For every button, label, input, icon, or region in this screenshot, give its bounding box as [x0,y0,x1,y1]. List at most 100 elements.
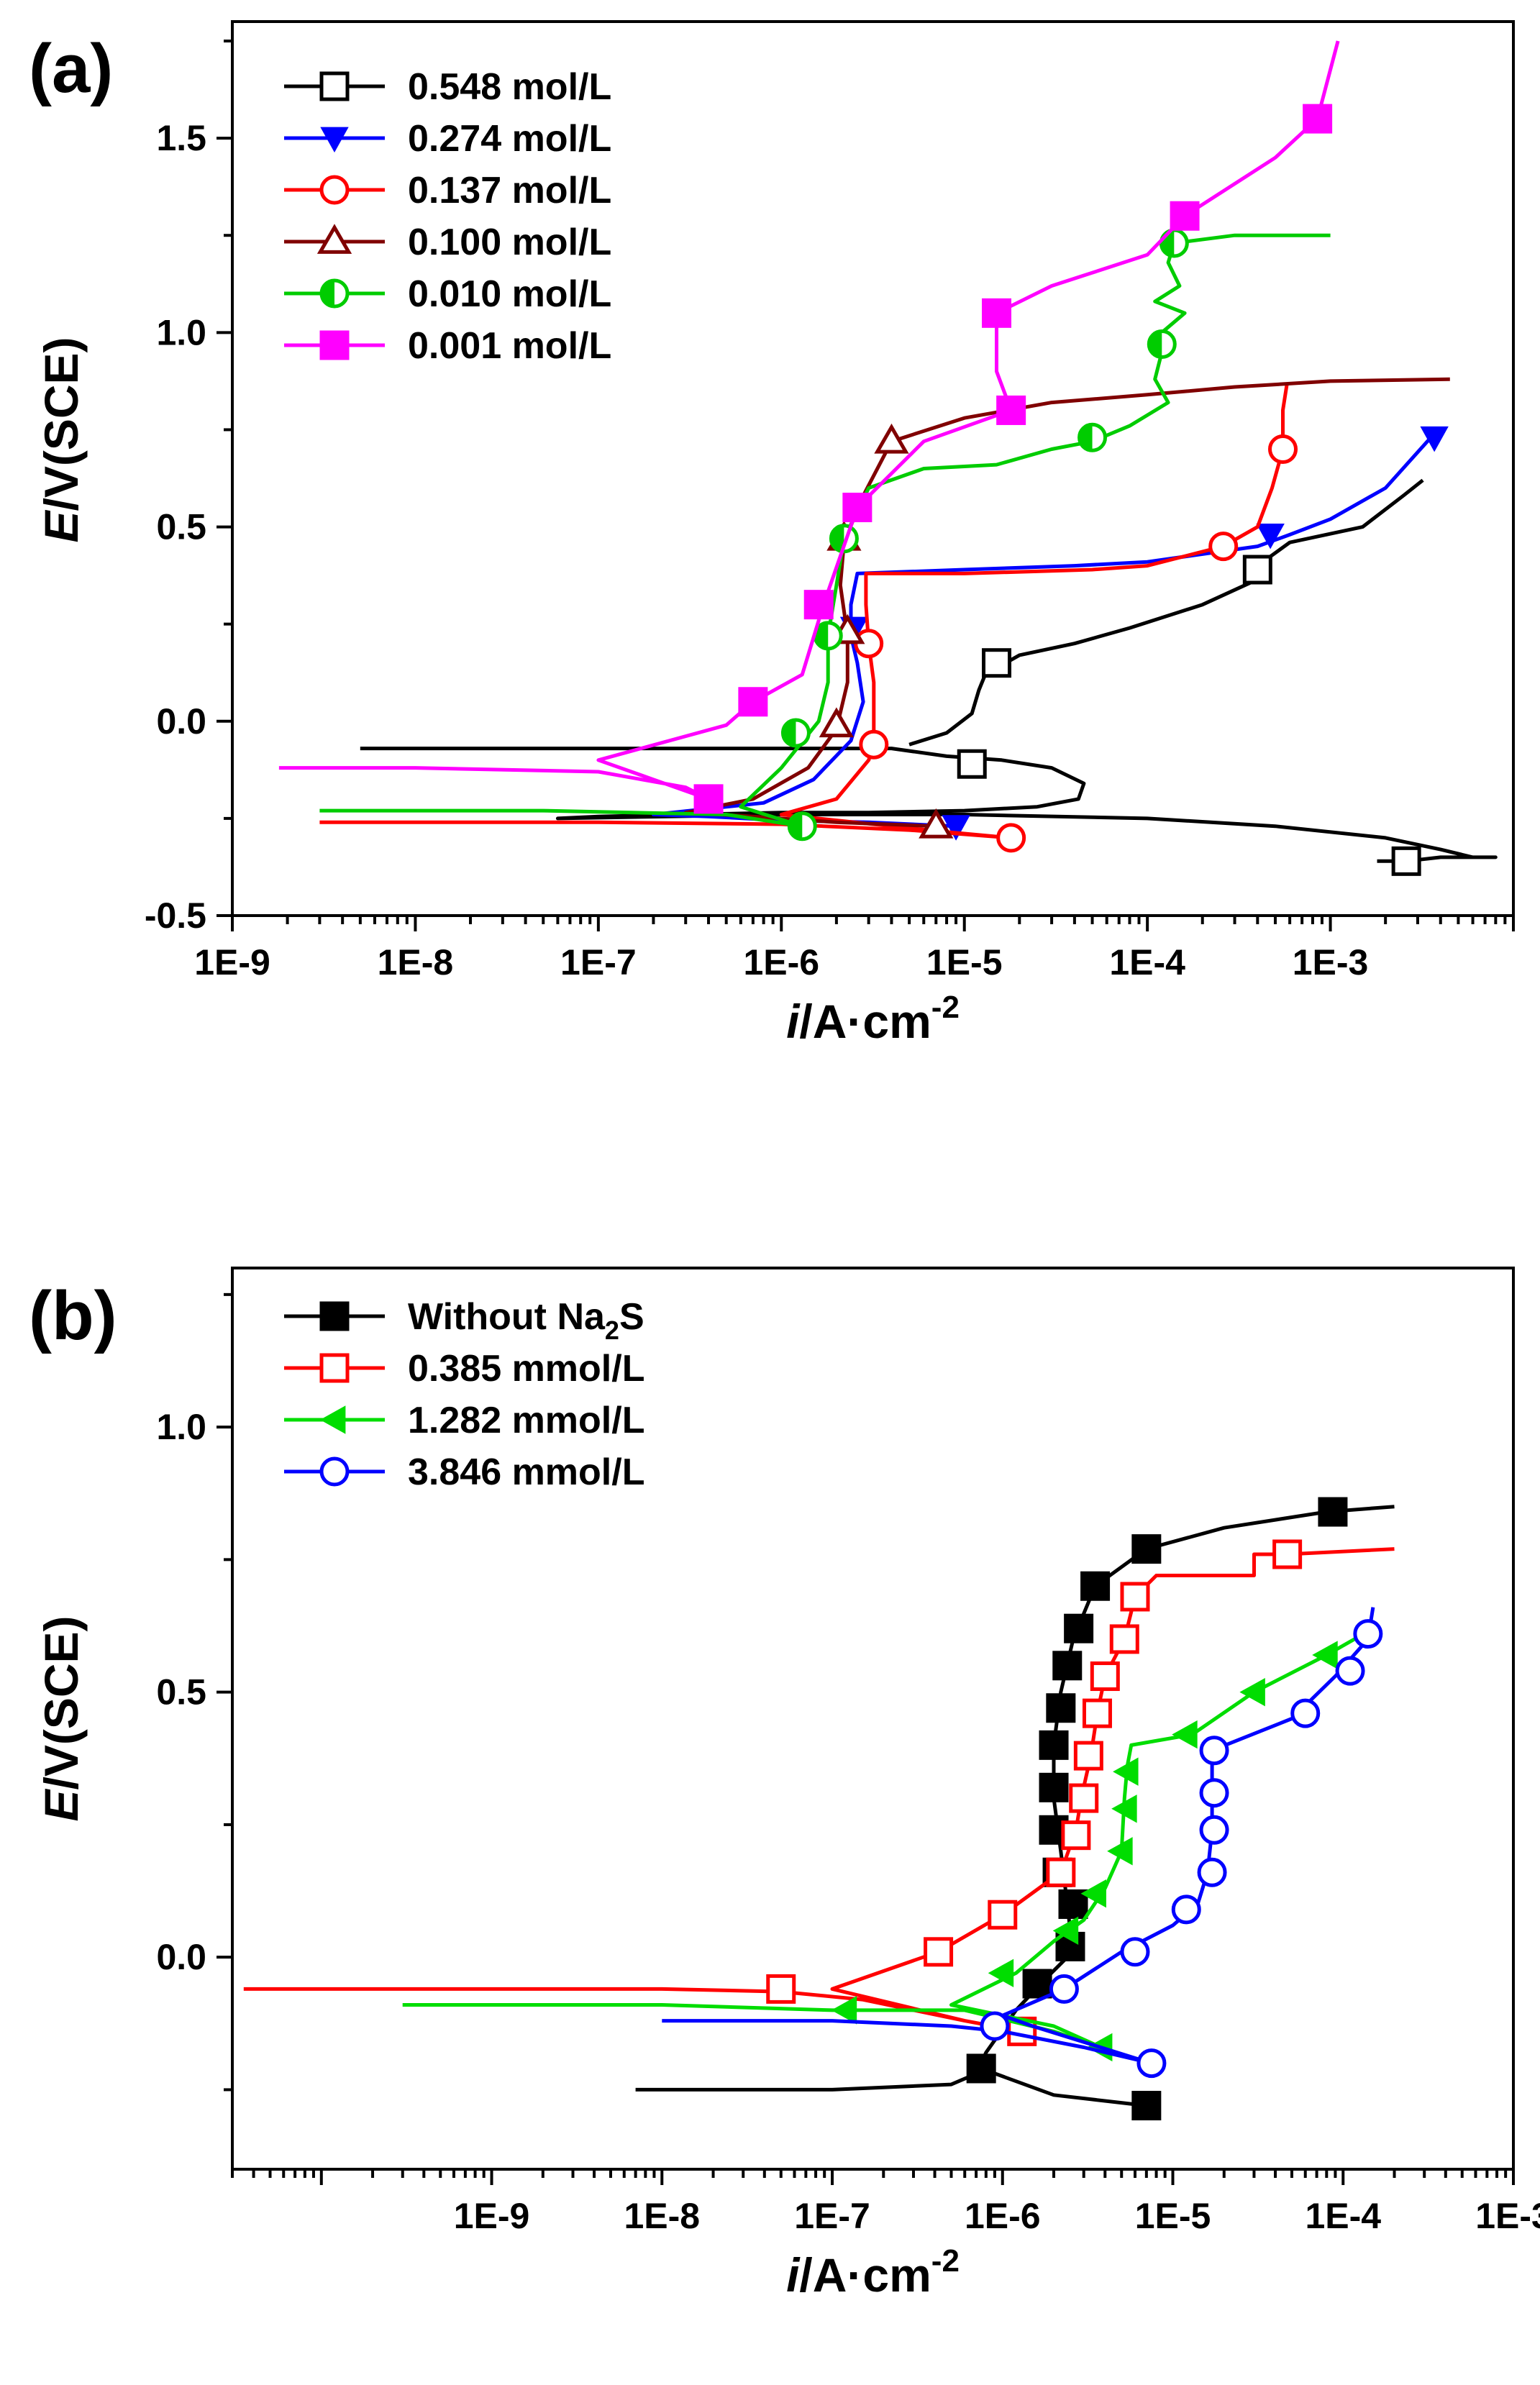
data-point [1353,1619,1383,1649]
data-point [957,749,987,779]
data-point [787,811,817,842]
series-2 [402,1627,1375,2062]
legend-label: 0.548 mol/L [408,66,611,108]
data-point [829,524,859,554]
data-point [1113,1757,1139,1786]
data-point [996,823,1026,853]
y-tick-label: -0.5 [145,895,206,936]
x-axis-title: i/A·cm-2 [786,2243,960,2302]
x-axis-title-text: /A·cm [799,995,931,1048]
x-tick-label: 1E-3 [1293,942,1369,982]
plot-frame [231,1267,1515,2171]
series-line [360,747,1498,863]
data-point [1199,1778,1229,1808]
data-point [1318,1497,1348,1527]
legend-marker [319,1456,350,1487]
data-point-fill [831,525,844,552]
y-tick-label: 1.0 [156,1407,206,1447]
data-point [1290,1698,1321,1728]
data-point [1046,1857,1076,1887]
y-tick-label: 1.5 [156,118,206,158]
series-line [635,1505,1395,2092]
data-point [1303,104,1333,134]
data-point [1120,1937,1150,1967]
data-point [1039,1730,1069,1760]
legend-marker-fill [322,281,334,306]
data-point [1077,422,1108,452]
legend-label: Without Na2S [408,1296,644,1345]
data-point [803,590,834,620]
data-point [980,2011,1010,2041]
x-tick-label: 1E-5 [1135,2196,1211,2236]
data-point [1335,1656,1365,1686]
plot-area [278,40,1498,876]
data-point [982,648,1012,678]
data-point [1064,1613,1094,1643]
legend-marker [319,71,350,101]
data-point [1391,846,1421,876]
x-tick-label: 1E-8 [624,2196,700,2236]
y-tick-label: 0.5 [156,507,206,547]
y-tick-label: 0.0 [156,701,206,742]
data-point [766,1974,796,2004]
x-tick-label: 1E-8 [378,942,454,982]
x-tick-label: 1E-3 [1475,2196,1540,2236]
data-point [693,784,724,814]
legend-label: 0.385 mmol/L [408,1348,644,1390]
data-point [1107,1837,1133,1866]
data-point [842,493,872,523]
plot-frame [231,20,1515,917]
data-point [1268,434,1298,464]
data-point-fill [789,813,803,839]
series-4 [319,228,1331,842]
y-tick-label: 1.0 [156,312,206,352]
panel-a: (a) 1E-9 1E-8 1E-7 1E-6 1E-5 1E-4 1E-3 -0.5 0.0 0.… [29,20,1515,1048]
series-1 [243,1539,1395,2046]
data-point [942,815,970,841]
data-point [1256,523,1285,549]
x-tick-label: 1E-6 [743,942,819,982]
data-point [924,1937,954,1967]
data-point [859,729,889,760]
data-point [813,621,843,651]
data-point [1242,555,1272,585]
plot-area [243,1497,1395,2121]
data-point [988,1900,1018,1930]
data-point-fill [815,622,829,649]
data-point [1120,1582,1150,1612]
legend-label: 0.137 mol/L [408,170,611,211]
x-axis-title-text: /A·cm [799,2248,931,2302]
legend-label-text: 0.274 mol/L [408,118,611,160]
legend-marker [319,278,350,309]
x-axis-title-sup: -2 [931,2243,960,2279]
data-point [874,423,909,454]
x-tick-label: 1E-4 [1109,942,1185,982]
series-0 [360,478,1498,876]
x-axis-title-italic: i [786,995,801,1048]
x-tick-label: 1E-6 [965,2196,1041,2236]
data-point [1039,1772,1069,1802]
data-point [1170,201,1200,231]
legend-label: 0.274 mol/L [408,118,611,160]
data-point [1073,1741,1103,1771]
data-point [780,718,811,748]
data-point-fill [1149,331,1162,357]
data-point [831,1996,857,2025]
legend-label: 0.100 mol/L [408,222,611,263]
x-axis-title: i/A·cm-2 [786,990,960,1048]
legend-label-text: 0.385 mmol/L [408,1348,644,1390]
data-point [982,298,1012,328]
data-point [1239,1677,1265,1707]
data-point [1080,1571,1111,1601]
data-point [1052,1916,1079,1946]
y-axis-title-italic: E [35,1789,88,1822]
data-point [1049,1974,1079,2004]
legend-label-text: 0.001 mol/L [408,325,611,367]
x-tick-label: 1E-7 [794,2196,870,2236]
data-point [1171,1894,1201,1925]
legend-label-text: 1.282 mmol/L [408,1400,644,1441]
y-axis-title: E/V(SCE) [35,337,88,542]
data-point [966,2053,996,2084]
